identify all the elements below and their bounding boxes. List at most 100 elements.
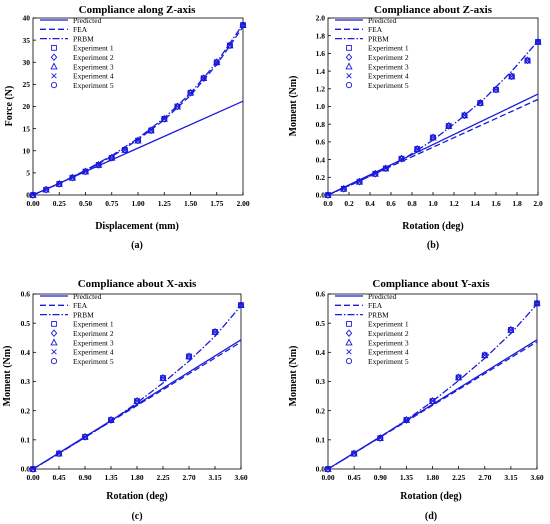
experiment-marker-cross [377, 435, 383, 441]
experiment-marker-cross [82, 434, 88, 440]
panel-caption: (c) [131, 511, 142, 522]
experiment-marker-circle [445, 122, 452, 130]
experiment-marker-cross [430, 134, 436, 141]
series-line-prbm [32, 23, 244, 196]
experiment-marker-cross [477, 100, 483, 106]
experiment-marker-circle [69, 174, 76, 181]
legend-marker-sample [50, 62, 58, 70]
experiment-marker-circle [533, 300, 541, 307]
experiment-marker-circle [95, 161, 102, 169]
y-tick-label: 0.8 [316, 120, 326, 129]
experiment-marker-diamond [340, 184, 347, 193]
legend-entry-label: Predicted [368, 292, 397, 301]
legend-entry-label: Experiment 5 [368, 81, 409, 90]
experiment-marker-circle [239, 21, 247, 29]
y-tick-label: 0.5 [21, 319, 31, 328]
experiment-marker-circle [534, 38, 542, 45]
experiment-marker-circle [55, 450, 63, 457]
experiment-marker-circle [200, 75, 207, 82]
experiment-marker-diamond [508, 72, 515, 81]
y-tick-label: 0.6 [316, 138, 326, 147]
experiment-marker-diamond [56, 180, 63, 188]
legend-entry-label: FEA [73, 25, 88, 34]
experiment-marker-cross [414, 146, 420, 152]
x-tick-label: 2.00 [236, 199, 249, 208]
experiment-marker-diamond [55, 449, 63, 458]
y-axis-label: Force (N) [4, 86, 15, 127]
experiment-marker-circle [324, 191, 332, 199]
y-tick-label: 0.2 [316, 406, 326, 415]
experiment-marker-diamond [377, 434, 384, 442]
y-tick-label: 0.2 [316, 173, 326, 182]
experiment-marker-cross [160, 375, 166, 381]
x-tick-label: 0.00 [26, 473, 39, 482]
experiment-marker-circle [237, 301, 245, 309]
experiment-marker-circle [377, 434, 384, 442]
experiment-marker-cross [534, 300, 540, 307]
legend-marker-sample [51, 349, 57, 355]
y-axis-label: Moment (Nm) [288, 76, 299, 137]
experiment-marker-diamond [134, 136, 142, 145]
legend-entry-label: Experiment 5 [368, 357, 409, 366]
experiment-marker-cross [372, 171, 378, 177]
legend-marker-sample [346, 321, 352, 327]
legend-entry-label: Experiment 5 [73, 81, 114, 90]
experiment-marker-cross [187, 90, 194, 96]
experiment-marker-circle [324, 465, 332, 473]
legend-entry-label: Experiment 4 [368, 72, 409, 81]
experiment-marker-diamond [372, 169, 379, 178]
y-tick-label: 0.6 [316, 290, 326, 299]
legend-entry-label: PRBM [73, 34, 94, 43]
experiment-marker-diamond [161, 115, 168, 123]
experiment-marker-circle [398, 155, 405, 162]
y-tick-label: 0.3 [316, 377, 326, 386]
experiment-marker-cross [109, 155, 115, 161]
experiment-marker-cross [461, 112, 468, 119]
experiment-marker-diamond [42, 185, 50, 194]
x-tick-label: 1.00 [131, 199, 144, 208]
y-tick-label: 0.2 [21, 406, 31, 415]
experiment-marker-diamond [213, 58, 220, 67]
legend-entry-label: Predicted [368, 16, 397, 25]
experiment-marker-diamond [477, 99, 484, 107]
experiment-marker-circle [351, 450, 358, 457]
legend-marker-sample [345, 358, 353, 365]
experiment-marker-diamond [200, 74, 207, 82]
y-tick-label: 0.3 [21, 377, 31, 386]
experiment-marker-circle [481, 352, 488, 359]
y-tick-label: 0.6 [21, 290, 31, 299]
x-tick-label: 1.4 [470, 199, 480, 208]
experiment-marker-circle [403, 416, 410, 424]
y-tick-label: 15 [23, 124, 31, 133]
experiment-marker-diamond [398, 154, 405, 163]
legend-marker-sample [50, 329, 58, 338]
experiment-marker-diamond [524, 56, 531, 65]
y-tick-label: 0.4 [316, 348, 326, 357]
experiment-marker-diamond [461, 111, 468, 120]
x-tick-label: 0.8 [407, 199, 417, 208]
experiment-marker-cross [240, 22, 246, 28]
experiment-marker-diamond [356, 177, 363, 186]
experiment-marker-cross [43, 186, 49, 193]
experiment-marker-diamond [95, 161, 102, 169]
experiment-marker-cross [148, 127, 154, 134]
x-tick-label: 1.80 [130, 473, 143, 482]
chart-title: Compliance about Y-axis [372, 278, 490, 290]
x-tick-label: 1.2 [449, 199, 459, 208]
experiment-marker-cross [161, 116, 167, 122]
legend-marker-sample [345, 62, 353, 70]
experiment-marker-circle [226, 42, 233, 49]
legend-marker-sample [50, 338, 58, 346]
experiment-marker-diamond [133, 397, 141, 405]
x-tick-label: 0.45 [348, 473, 361, 482]
x-tick-label: 1.35 [104, 473, 117, 482]
x-tick-label: 3.60 [234, 473, 247, 482]
legend-entry-label: Experiment 1 [73, 320, 114, 329]
legend-entry-label: Experiment 3 [73, 338, 114, 347]
x-tick-label: 0.75 [105, 199, 118, 208]
experiment-marker-circle [429, 134, 437, 141]
y-tick-label: 35 [23, 36, 31, 45]
